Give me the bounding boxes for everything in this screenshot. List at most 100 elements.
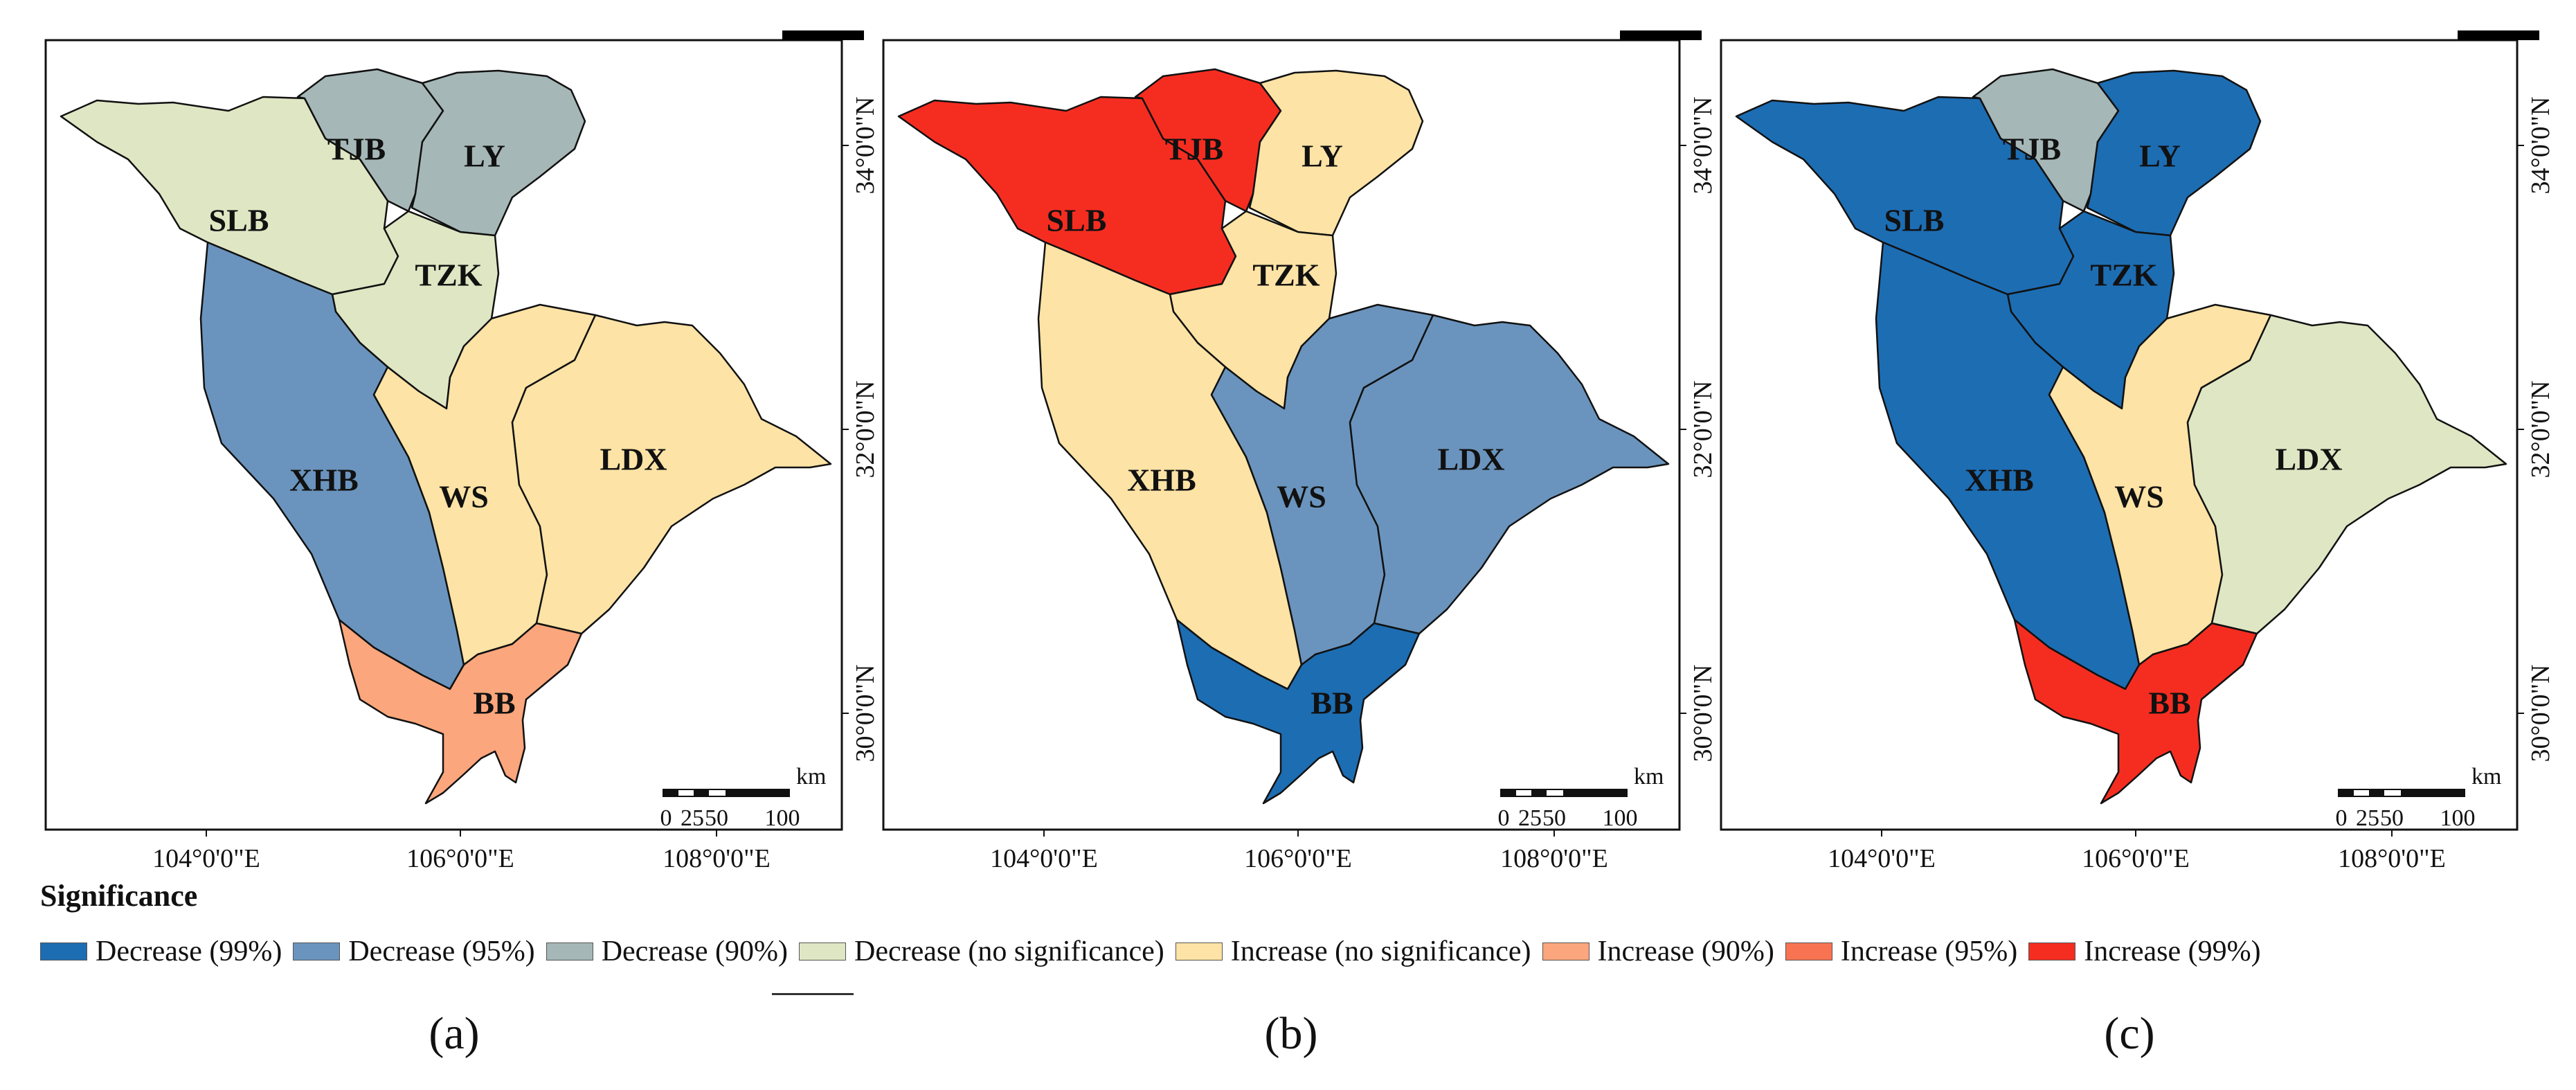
legend-label: Decrease (90%) [601, 936, 789, 967]
legend-swatch [546, 942, 593, 961]
scale-bar-tick-label: 50 [705, 805, 728, 831]
legend-swatch [1175, 942, 1223, 961]
region-label-xhb: XHB [289, 463, 359, 498]
legend-label: Increase (no significance) [1230, 936, 1531, 967]
scale-bar-tick-label: 100 [1603, 805, 1638, 831]
region-label-tjb: TJB [2003, 132, 2061, 167]
panel-label-a: (a) [429, 1008, 480, 1059]
y-tick-label: 30°0'0"N [851, 665, 880, 762]
legend-item-inc90: Increase (90%) [1542, 935, 1774, 968]
legend: Decrease (99%) Decrease (95%) Decrease (90… [40, 935, 2272, 974]
y-tick-label: 34°0'0"N [851, 97, 880, 195]
y-tick-label: 32°0'0"N [1688, 381, 1718, 479]
scale-bar-segment [2339, 789, 2354, 796]
region-label-tzk: TZK [2090, 258, 2157, 293]
scale-bar-segment [1531, 789, 1547, 796]
legend-label: Decrease (99%) [96, 936, 282, 967]
region-label-tjb: TJB [327, 132, 386, 167]
scale-bar: km 0 25 50 100 [660, 764, 827, 831]
scale-bar-tick-label: 100 [2440, 805, 2476, 831]
scale-bar-unit: km [1634, 764, 1664, 789]
region-label-tzk: TZK [1252, 258, 1319, 293]
region-label-bb: BB [2148, 686, 2190, 721]
legend-swatch [293, 942, 341, 961]
x-tick-label: 104°0'0"E [990, 844, 1098, 873]
scale-bar-tick-label: 0 [660, 805, 672, 831]
region-label-xhb: XHB [1965, 463, 2034, 498]
x-tick-label: 108°0'0"E [663, 844, 771, 873]
legend-swatch [40, 942, 87, 961]
scale-bar: km 0 25 50 100 [1498, 764, 1664, 831]
region-label-ly: LY [2139, 139, 2181, 174]
scale-bar-tick-label: 0 [2336, 805, 2348, 831]
map-panel-2: SLB TJB LY TZK XHB WS LDX BB 104°0'0"E 106°0'0"E 1… [882, 30, 1718, 873]
legend-label: Decrease (95%) [348, 936, 535, 967]
y-tick-label: 32°0'0"N [851, 381, 880, 479]
legend-item-dec95: Decrease (95%) [293, 935, 535, 968]
region-label-ly: LY [464, 139, 505, 174]
legend-swatch [1542, 942, 1589, 961]
region-label-slb: SLB [209, 203, 269, 238]
legend-item-decns: Decrease (no significance) [799, 935, 1164, 968]
panel-label-b: (b) [1264, 1008, 1318, 1059]
legend-label: Decrease (no significance) [854, 936, 1164, 967]
scale-bar-tick-label: 100 [765, 805, 800, 831]
legend-swatch [799, 942, 847, 961]
x-tick-label: 108°0'0"E [2338, 844, 2446, 873]
region-label-tzk: TZK [415, 258, 482, 293]
scale-bar-tick-label: 50 [1542, 805, 1566, 831]
scale-bar-segment [2401, 789, 2465, 796]
x-tick-label: 104°0'0"E [1828, 844, 1936, 873]
scale-bar-tick-label: 50 [2380, 805, 2404, 831]
region-label-slb: SLB [1047, 203, 1107, 238]
legend-item-incns: Increase (no significance) [1175, 935, 1531, 968]
region-label-xhb: XHB [1127, 463, 1196, 498]
scale-bar-tick-label: 25 [2356, 805, 2379, 831]
region-label-slb: SLB [1884, 203, 1945, 238]
legend-item-inc95: Increase (95%) [1785, 935, 2017, 968]
scale-bar-tick-label: 0 [1498, 805, 1510, 831]
legend-swatch [1785, 942, 1832, 961]
scale-bar-segment [1563, 789, 1627, 796]
y-tick-label: 30°0'0"N [1688, 665, 1718, 762]
region-label-ldx: LDX [1437, 442, 1504, 477]
legend-item-dec99: Decrease (99%) [40, 935, 282, 968]
scale-bar-tick-label: 25 [681, 805, 704, 831]
scale-bar-segment [2369, 789, 2384, 796]
region-label-tjb: TJB [1165, 132, 1223, 167]
region-label-ws: WS [439, 479, 489, 515]
north-bar-marker [782, 30, 864, 40]
panel-label-c: (c) [2104, 1008, 2155, 1059]
region-label-ly: LY [1301, 139, 1343, 174]
map-panel-3: SLB TJB LY TZK XHB WS LDX BB 104°0'0"E 106°0'0"E 1… [1720, 30, 2555, 873]
north-bar-marker [1620, 30, 1702, 40]
x-tick-label: 104°0'0"E [152, 844, 260, 873]
legend-label: Increase (95%) [1840, 936, 2018, 967]
legend-item-inc99: Increase (99%) [2028, 935, 2261, 968]
scale-bar-tick-label: 25 [1518, 805, 1542, 831]
divider-line [772, 993, 854, 995]
region-label-ldx: LDX [2275, 442, 2342, 477]
legend-item-dec90: Decrease (90%) [546, 935, 788, 968]
x-tick-label: 106°0'0"E [406, 844, 514, 873]
region-label-bb: BB [473, 686, 515, 721]
scale-bar-unit: km [796, 764, 826, 789]
region-label-ldx: LDX [600, 442, 667, 477]
scale-bar-segment [726, 789, 789, 796]
scale-bar-unit: km [2471, 764, 2501, 789]
y-tick-label: 34°0'0"N [2526, 97, 2555, 195]
legend-title: Significance [40, 879, 198, 913]
y-tick-label: 34°0'0"N [1688, 97, 1718, 195]
scale-bar-segment [694, 789, 709, 796]
scale-bar-segment [1501, 789, 1516, 796]
region-label-ws: WS [1277, 479, 1326, 515]
x-tick-label: 108°0'0"E [1500, 844, 1608, 873]
x-tick-label: 106°0'0"E [1244, 844, 1352, 873]
legend-label: Increase (90%) [1597, 936, 1774, 967]
y-tick-label: 30°0'0"N [2526, 665, 2555, 762]
map-panel-1: SLB TJB LY TZK XHB WS LDX BB 104°0'0"E 106°0'0"E 1… [44, 30, 880, 873]
y-tick-label: 32°0'0"N [2526, 381, 2555, 479]
legend-swatch [2028, 942, 2076, 961]
scale-bar: km 0 25 50 100 [2336, 764, 2502, 831]
